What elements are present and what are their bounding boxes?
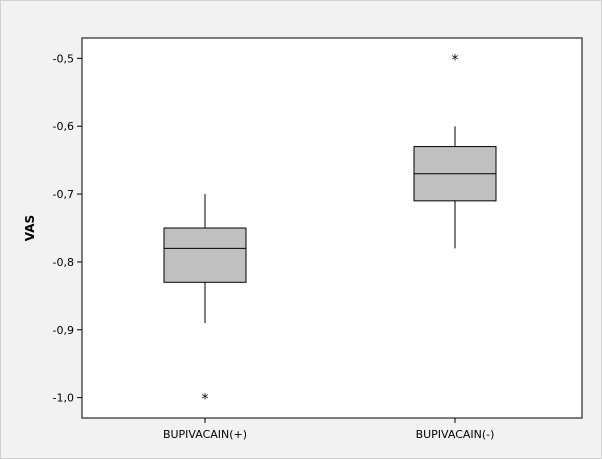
y-tick-label: -0,8 — [53, 256, 74, 269]
y-tick-label: -0,9 — [53, 324, 74, 337]
y-tick-label: -0,7 — [53, 188, 74, 201]
x-tick-label: BUPIVACAIN(-) — [416, 428, 495, 441]
y-axis-title: VAS — [23, 215, 37, 241]
y-tick-label: -0,6 — [53, 120, 74, 133]
x-tick-label: BUPIVACAIN(+) — [163, 428, 247, 441]
outlier-marker: * — [452, 52, 459, 68]
y-tick-label: -1,0 — [53, 392, 74, 405]
outlier-marker: * — [202, 392, 209, 408]
iqr-box — [164, 228, 246, 282]
y-tick-label: -0,5 — [53, 52, 74, 65]
plot-area — [82, 38, 582, 418]
